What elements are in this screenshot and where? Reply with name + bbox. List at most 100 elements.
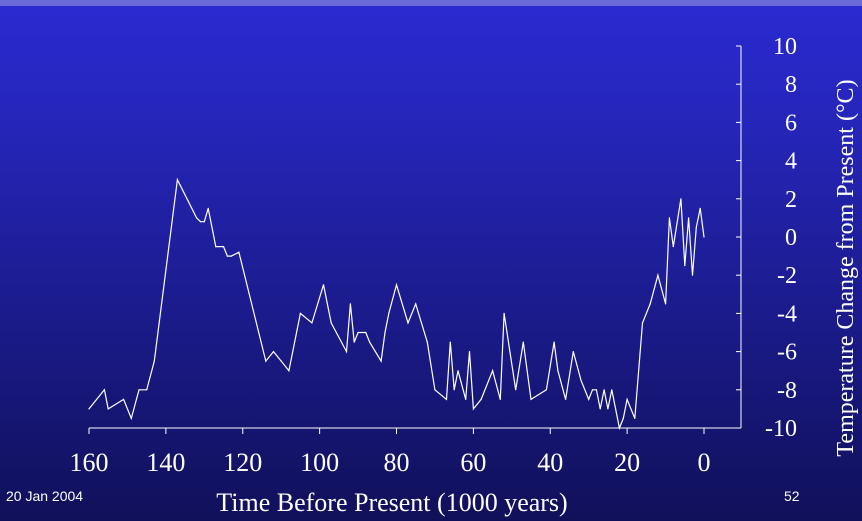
data-point xyxy=(457,370,459,372)
data-point xyxy=(599,408,601,410)
y-tick-label: 4 xyxy=(785,149,797,175)
chart-line-layer xyxy=(88,177,705,431)
y-tick-label: -8 xyxy=(777,378,797,404)
data-point xyxy=(322,284,325,286)
y-tick-label: 8 xyxy=(785,72,797,98)
data-point xyxy=(680,198,682,200)
data-point xyxy=(591,389,594,391)
chart-axes xyxy=(88,45,742,434)
x-tick-label: 100 xyxy=(300,448,339,477)
data-point xyxy=(657,274,659,276)
x-tick-label: 160 xyxy=(70,448,109,477)
data-point xyxy=(226,255,228,257)
data-point xyxy=(107,408,109,410)
data-point xyxy=(434,389,436,391)
data-point xyxy=(480,398,482,400)
data-point xyxy=(465,398,467,400)
header-band xyxy=(0,0,862,6)
data-point xyxy=(88,408,90,410)
data-point xyxy=(176,179,178,181)
data-point xyxy=(388,312,390,314)
y-tick-label: 2 xyxy=(785,187,797,213)
data-point xyxy=(353,341,355,343)
data-point xyxy=(203,221,205,223)
data-point xyxy=(565,398,567,400)
data-point xyxy=(130,417,132,419)
data-point xyxy=(311,322,313,324)
data-point xyxy=(572,351,574,353)
y-tick-label: 6 xyxy=(785,110,797,136)
data-point xyxy=(522,341,524,343)
data-point xyxy=(553,341,555,343)
footer-date: 20 Jan 2004 xyxy=(6,488,84,504)
data-point xyxy=(472,408,474,410)
data-point xyxy=(611,389,613,391)
data-point xyxy=(449,341,451,343)
data-point xyxy=(138,389,140,391)
data-point xyxy=(515,389,517,391)
x-tick-label: 40 xyxy=(537,448,563,477)
x-tick-label: 20 xyxy=(614,448,640,477)
data-point xyxy=(280,360,282,362)
y-tick-label: -2 xyxy=(777,263,797,289)
data-point xyxy=(580,379,582,381)
data-point xyxy=(407,322,409,324)
data-point xyxy=(207,207,209,209)
data-point xyxy=(299,312,301,314)
data-point xyxy=(365,331,367,334)
x-axis-title: Time Before Present (1000 years) xyxy=(216,488,567,517)
x-tick-label: 80 xyxy=(384,448,410,477)
data-point xyxy=(622,417,624,419)
y-axis-title: Temperature Change from Present (°C) xyxy=(833,79,859,456)
y-tick-label: -6 xyxy=(777,340,797,366)
data-point xyxy=(230,255,232,257)
data-point xyxy=(557,370,559,372)
x-tick-label: 120 xyxy=(223,448,262,477)
data-point xyxy=(238,251,240,253)
data-point xyxy=(369,341,371,343)
data-point xyxy=(618,427,621,429)
data-point xyxy=(703,236,705,238)
data-point xyxy=(699,207,701,209)
data-point xyxy=(357,331,359,334)
page-number: 52 xyxy=(784,488,800,504)
data-point xyxy=(634,417,636,419)
data-point xyxy=(288,370,290,372)
data-point xyxy=(196,217,198,219)
data-point xyxy=(503,312,505,314)
data-point xyxy=(468,351,471,353)
x-tick-label: 0 xyxy=(698,448,711,477)
data-point xyxy=(499,398,501,400)
data-point xyxy=(691,274,694,276)
chart-labels: 160 140 120 100 80 60 40 20 0 -10 -8 -6 -4 -2 0 2 4 6 8 10 T… xyxy=(70,34,860,517)
data-point xyxy=(626,398,628,400)
y-tick-label: 10 xyxy=(773,34,797,60)
data-point xyxy=(615,408,617,410)
data-point xyxy=(607,408,609,410)
data-point xyxy=(649,303,651,305)
data-point xyxy=(153,360,155,362)
data-point xyxy=(330,322,332,324)
data-point xyxy=(588,398,590,400)
data-point xyxy=(492,370,494,372)
data-point xyxy=(265,360,267,362)
series-line-0 xyxy=(88,177,705,431)
data-point xyxy=(641,322,644,324)
x-tick-label: 60 xyxy=(460,448,486,477)
data-point xyxy=(426,341,428,343)
data-point xyxy=(215,246,217,248)
data-point xyxy=(603,389,605,391)
y-tick-label: -4 xyxy=(777,301,797,327)
data-point xyxy=(545,389,548,391)
data-point xyxy=(123,398,125,400)
data-point xyxy=(668,217,671,219)
data-point xyxy=(665,303,667,305)
data-point xyxy=(684,265,686,267)
data-point xyxy=(222,246,225,248)
data-point xyxy=(695,226,697,228)
data-point xyxy=(380,360,382,362)
y-tick-label: -10 xyxy=(765,416,797,442)
data-point xyxy=(349,303,351,305)
data-point xyxy=(146,389,148,391)
